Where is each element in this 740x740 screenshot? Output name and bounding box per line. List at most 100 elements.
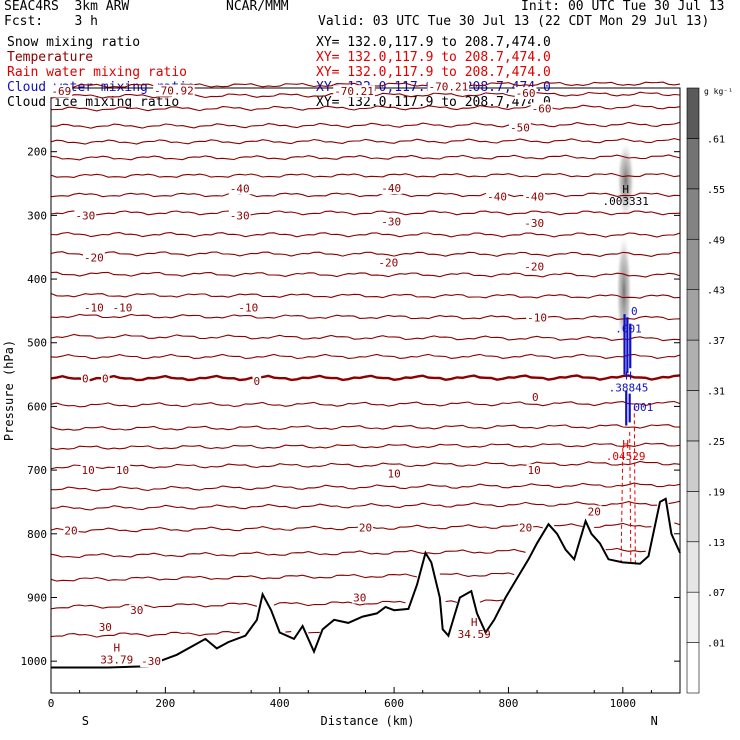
colorbar-cell bbox=[686, 390, 700, 442]
y-tick-label: 300 bbox=[27, 209, 47, 222]
temperature-label: -30 bbox=[141, 655, 161, 668]
temperature-label: -10 bbox=[113, 302, 133, 315]
colorbar-cell bbox=[686, 138, 700, 190]
extremum-value: .04529 bbox=[606, 450, 646, 463]
x-tick-label: 400 bbox=[270, 697, 290, 710]
temperature-label: -50 bbox=[510, 121, 530, 134]
extremum-value: 34.59 bbox=[458, 628, 491, 641]
temperature-label: 0 bbox=[532, 391, 539, 404]
extremum-marker: H bbox=[471, 616, 478, 629]
temperature-label: 0 bbox=[102, 372, 109, 385]
temperature-label: -30 bbox=[524, 217, 544, 230]
temperature-label: -30 bbox=[381, 216, 401, 229]
field-xsect: XY= 132.0,117.9 to 208.7,474.0 bbox=[316, 50, 551, 65]
field-name: Rain water mixing ratio bbox=[7, 65, 188, 80]
extremum-marker: H bbox=[622, 438, 629, 451]
temperature-label: 0 bbox=[82, 372, 89, 385]
isotherm bbox=[50, 271, 681, 278]
contour-labels: -40 -40-40 -40-30 -30 -30 -30-20 -20 -20-10 -10-… bbox=[50, 80, 654, 668]
extremum-marker: H bbox=[113, 642, 120, 655]
colorbar-cell bbox=[686, 87, 700, 139]
temperature-label-bg bbox=[427, 80, 470, 93]
terrain-profile bbox=[51, 497, 681, 669]
x-axis-label: Distance (km) bbox=[321, 714, 415, 728]
terrain-line bbox=[51, 497, 681, 669]
temperature-label-bg bbox=[357, 521, 374, 534]
colorbar-tick-label: .31 bbox=[707, 387, 725, 398]
isotherm bbox=[50, 192, 681, 198]
temperature-label: 20 bbox=[519, 521, 532, 534]
isotherm bbox=[50, 442, 681, 450]
temperature-label-bg bbox=[530, 102, 553, 115]
temperature-contours bbox=[50, 81, 681, 637]
temperature-label-bg bbox=[380, 215, 403, 228]
header-valid: Valid: 03 UTC Tue 30 Jul 13 (22 CDT Mon … bbox=[318, 14, 710, 29]
colorbar-cell bbox=[686, 591, 700, 643]
temperature-label-bg bbox=[486, 190, 508, 203]
temperature-label: -70.21 bbox=[429, 81, 469, 94]
isotherm bbox=[50, 522, 681, 533]
isotherm bbox=[50, 547, 646, 559]
temperature-label-bg bbox=[526, 311, 548, 324]
temperature-label-bg bbox=[531, 390, 540, 403]
temperature-label: 30 bbox=[130, 604, 143, 617]
y-tick-label: 800 bbox=[27, 528, 47, 541]
cloud-water-label: 0 bbox=[631, 305, 638, 318]
cloud-ice-upper bbox=[616, 140, 635, 221]
colorbar-unit: g kg⁻¹ bbox=[704, 87, 733, 96]
cloud-ice-shading bbox=[615, 140, 635, 352]
temperature-label: 30 bbox=[353, 591, 366, 604]
cloud-water-contour bbox=[623, 314, 632, 426]
temperature-label: -70.92 bbox=[154, 85, 194, 98]
temperature-label: -30 bbox=[230, 209, 250, 222]
isotherm bbox=[50, 138, 681, 145]
extremum-value: 33.79 bbox=[100, 654, 133, 667]
temperature-label: -40 bbox=[524, 190, 544, 203]
cloud-water-label: .001 bbox=[615, 323, 642, 336]
colorbar: .01 .07 .13 .19 .25 .31 .37 .43 .49 .55 .61 g kg⁻¹ bbox=[686, 87, 733, 694]
isotherm bbox=[51, 628, 486, 637]
temperature-label-bg bbox=[97, 620, 113, 633]
isotherm bbox=[50, 353, 681, 360]
colorbar-cell bbox=[686, 642, 700, 694]
colorbar-cell bbox=[686, 188, 700, 240]
temperature-label: 30 bbox=[99, 621, 112, 634]
x-tick-label: 600 bbox=[384, 697, 404, 710]
colorbar-tick-label: .13 bbox=[707, 538, 725, 549]
isotherm bbox=[50, 460, 681, 470]
isotherm bbox=[50, 251, 681, 257]
y-tick-label: 900 bbox=[27, 591, 47, 604]
temperature-label: -20 bbox=[524, 260, 544, 273]
isotherm bbox=[50, 231, 681, 238]
colorbar-cell bbox=[686, 238, 700, 290]
isotherm bbox=[50, 104, 681, 112]
cloud-water-contours bbox=[623, 314, 632, 426]
isotherm bbox=[50, 172, 681, 178]
isotherm bbox=[50, 424, 681, 431]
isotherm bbox=[50, 154, 681, 161]
y-axis-label: Pressure (hPa) bbox=[2, 340, 16, 441]
field-xsect: XY= 132.0,117.9 to 208.7,474.0 bbox=[316, 35, 551, 50]
colorbar-tick-label: .07 bbox=[707, 588, 725, 599]
extremum-value: .38845 bbox=[609, 382, 649, 395]
header-init: Init: 00 UTC Tue 30 Jul 13 bbox=[521, 0, 725, 14]
colorbar-cell bbox=[686, 339, 700, 391]
x-tick-label: 0 bbox=[48, 697, 55, 710]
extremum-marker: H bbox=[625, 370, 632, 383]
colorbar-tick-label: .37 bbox=[707, 336, 725, 347]
isotherm bbox=[50, 210, 681, 216]
cloud-water-label: .001 bbox=[627, 401, 654, 414]
isotherm bbox=[50, 400, 681, 408]
temperature-label-bg bbox=[386, 467, 402, 480]
temperature-label-bg bbox=[333, 85, 375, 98]
temperature-label-bg bbox=[352, 591, 368, 604]
south-label: S bbox=[82, 714, 89, 728]
temperature-label: -10 bbox=[238, 302, 258, 315]
temperature-label-bg bbox=[82, 301, 105, 314]
temperature-label-bg bbox=[523, 217, 546, 230]
temperature-label-bg bbox=[252, 374, 262, 387]
temperature-label-bg bbox=[380, 181, 403, 194]
temperature-label-bg bbox=[129, 604, 145, 617]
temperature-label-bg bbox=[82, 251, 105, 264]
